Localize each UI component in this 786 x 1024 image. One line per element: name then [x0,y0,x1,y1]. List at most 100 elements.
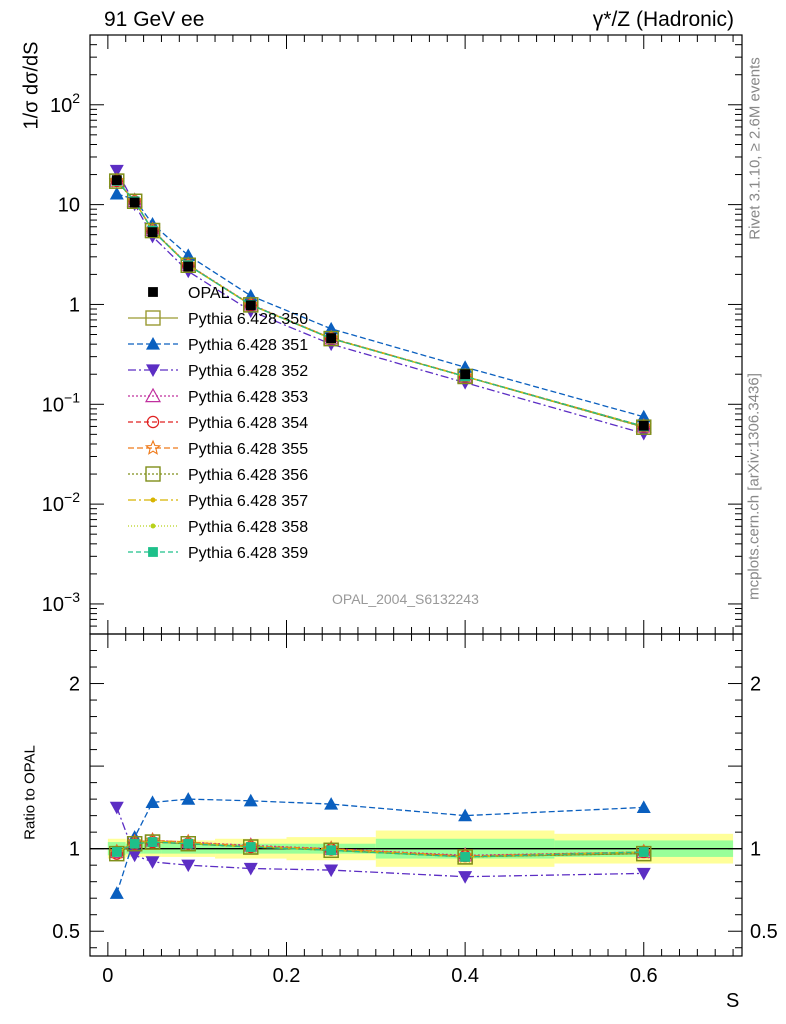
x-tick-label: 0.6 [630,965,658,987]
x-tick-label: 0.4 [451,965,479,987]
legend-item: Pythia 6.428 350 [128,310,308,328]
ratio-point [245,842,256,852]
ratio-point [181,859,196,873]
ratio-line [116,798,644,894]
legend-item: Pythia 6.428 351 [128,337,308,354]
upper-y-tick-label: 10−1 [42,389,80,416]
data-point [147,227,158,238]
ratio-point [458,871,473,884]
legend-label: Pythia 6.428 350 [188,311,308,328]
data-point [126,193,143,209]
upper-y-tick-label: 10−3 [42,589,80,616]
legend-marker [146,415,160,429]
ratio-y-axis-label: Ratio to OPAL [21,745,39,840]
data-point [636,409,651,423]
x-tick-label: 0 [102,965,113,987]
ratio-y-tick-label: 1 [69,839,80,861]
ratio-point [636,845,652,862]
legend-marker [145,466,161,482]
legend-marker [148,287,158,297]
legend-item: Pythia 6.428 354 [128,415,308,432]
ratio-point [326,845,337,856]
mc-series [109,186,651,423]
header-left-label: 91 GeV ee [104,8,205,31]
ratio-point [109,845,125,862]
ratio-point [638,847,649,857]
ratio-point [636,867,651,881]
data-point [326,333,337,344]
legend-label: Pythia 6.428 353 [188,389,308,406]
data-point [460,369,471,380]
data-point [183,261,194,272]
data-point [324,332,338,345]
legend-item: Pythia 6.428 353 [128,387,308,406]
ratio-y-tick-label-right: 1 [750,839,761,861]
ratio-point [324,797,339,810]
ratio-point [129,838,140,849]
legend-label: Pythia 6.428 352 [188,363,308,380]
data-point [180,257,196,273]
legend-item: Pythia 6.428 352 [128,363,308,380]
legend-label: Pythia 6.428 358 [188,519,308,536]
data-point [129,197,140,208]
ratio-point [127,849,142,863]
data-series [111,175,649,431]
data-point [243,297,259,313]
data-point [109,173,125,189]
upper-y-tick-label: 102 [50,90,80,117]
legend-marker [144,387,162,403]
ratio-point [636,800,651,813]
upper-y-tick-label: 10 [58,195,80,217]
series-line [116,193,644,418]
ratio-panel: 0.5 0.5 1 1 2 2 [52,633,778,957]
ratio-point [109,801,124,815]
ratio-point [458,808,473,822]
legend-item: OPAL [148,285,230,302]
ratio-y-tick-label: 0.5 [52,921,80,943]
data-point [111,175,122,186]
data-point [638,420,649,431]
header-right-label: γ*/Z (Hadronic) [592,8,734,31]
legend-marker [146,364,160,377]
ratio-point [145,856,160,869]
legend-marker [150,497,156,503]
ratio-series [111,837,649,862]
ratio-point [145,795,160,809]
ratio-point [109,886,124,899]
legend-marker [150,523,156,529]
x-axis-label: S [726,990,740,1012]
legend-label: Pythia 6.428 356 [188,467,308,484]
upper-y-axis-label: 1/σ dσ/dS [20,41,43,130]
analysis-watermark: OPAL_2004_S6132243 [332,591,479,607]
x-tick-label: 0.2 [273,965,301,987]
legend-label: Pythia 6.428 359 [188,545,308,562]
rivet-version-label: Rivet 3.1.10, ≥ 2.6M events [746,57,764,240]
data-point [636,419,652,435]
legend-label: Pythia 6.428 357 [188,493,308,510]
ratio-point [324,864,339,878]
data-point [109,186,124,200]
legend-marker [144,439,162,455]
data-point [109,164,124,178]
ratio-frame [89,633,743,957]
legend-marker [145,310,161,326]
data-point [245,300,256,311]
series-line [116,170,644,435]
ratio-point [147,837,158,847]
ratio-point [243,862,258,876]
upper-y-tick-label: 10−2 [42,489,80,516]
ratio-y-tick-label-right: 0.5 [750,921,778,943]
ratio-series [109,792,651,899]
legend-item: Pythia 6.428 356 [128,466,308,484]
legend-label: Pythia 6.428 354 [188,415,308,432]
ratio-y-tick-label: 2 [69,674,80,696]
mcplots-label: mcplots.cern.ch [arXiv:1306.3436] [745,373,763,600]
legend-label: OPAL [188,285,230,302]
upper-panel: 102 10 1 10−1 10−2 10−3 OPAL Pythia 6.428 350 Py… [42,34,743,635]
legend-item: Pythia 6.428 357 [128,493,308,510]
legend-marker [146,337,160,350]
ratio-series [109,801,651,884]
ratio-point [183,838,194,849]
ratio-point [243,793,258,807]
ratio-point [181,792,196,805]
